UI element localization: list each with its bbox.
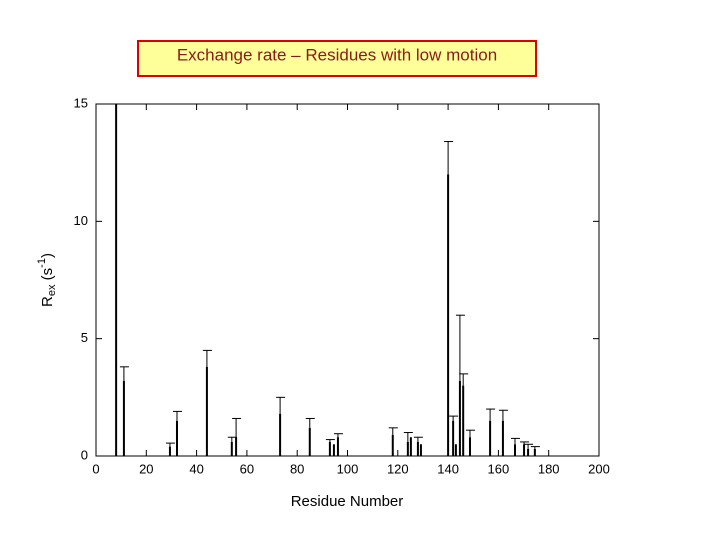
bar <box>391 434 394 456</box>
error-bar <box>276 396 286 414</box>
error-bar <box>232 417 242 438</box>
error-bar <box>325 439 335 442</box>
bar <box>336 437 339 456</box>
bar <box>454 444 457 456</box>
bar <box>175 420 178 456</box>
error-bar <box>459 373 469 386</box>
y-tick-label: 0 <box>81 447 88 462</box>
y-label-part: (s <box>39 268 56 285</box>
bar <box>230 441 233 456</box>
x-tick-label: 140 <box>437 461 459 476</box>
y-label-part: ) <box>39 253 56 258</box>
error-bar <box>172 410 182 421</box>
y-label-part: R <box>39 296 56 307</box>
bar <box>533 448 536 456</box>
error-bar <box>413 436 423 442</box>
error-bar <box>449 415 459 421</box>
error-bar <box>530 446 540 449</box>
error-bar <box>455 314 465 381</box>
bar <box>458 380 461 456</box>
chart-title: Exchange rate – Residues with low motion <box>177 45 497 64</box>
y-tick-label: 15 <box>74 95 88 110</box>
bar <box>447 174 450 456</box>
error-bar <box>403 432 413 442</box>
error-bar <box>465 429 475 438</box>
y-label-part: ex <box>46 284 58 296</box>
x-axis-label: Residue Number <box>291 493 404 510</box>
bar <box>527 448 530 456</box>
bar <box>308 427 311 456</box>
bar <box>468 437 471 456</box>
plot-frame <box>95 103 600 457</box>
error-bar <box>305 417 315 428</box>
error-bar <box>388 427 398 435</box>
error-bar <box>486 408 496 421</box>
x-tick-label: 40 <box>189 461 203 476</box>
error-bar <box>510 437 520 445</box>
error-bar <box>498 409 508 421</box>
bar <box>235 437 238 456</box>
x-tick-label: 0 <box>92 461 99 476</box>
x-tick-label: 80 <box>290 461 304 476</box>
error-bar <box>524 443 534 449</box>
error-bar <box>119 366 129 381</box>
y-label-part: -1 <box>36 258 48 268</box>
bar <box>279 413 282 456</box>
bar <box>406 441 409 456</box>
y-axis-label: Rex (s-1) <box>36 253 58 307</box>
bar <box>168 446 171 456</box>
x-tick-label: 100 <box>337 461 359 476</box>
bar <box>523 444 526 456</box>
error-bar <box>165 442 175 447</box>
bar <box>328 441 331 456</box>
bar <box>513 444 516 456</box>
error-bar <box>520 441 530 445</box>
bar <box>452 420 455 456</box>
x-tick-label: 200 <box>588 461 610 476</box>
bar <box>419 444 422 456</box>
bar <box>122 380 125 456</box>
bar <box>332 444 335 456</box>
x-tick-label: 160 <box>488 461 510 476</box>
bar <box>409 437 412 456</box>
y-tick-label: 10 <box>74 213 88 228</box>
bar <box>462 385 465 456</box>
bar <box>501 420 504 456</box>
error-bar <box>333 433 343 438</box>
x-tick-label: 20 <box>139 461 153 476</box>
bar <box>205 366 208 456</box>
y-tick-label: 5 <box>81 330 88 345</box>
error-bar <box>444 141 454 175</box>
bar <box>115 104 118 456</box>
x-tick-label: 60 <box>240 461 254 476</box>
title-box <box>137 40 537 77</box>
error-bar <box>202 349 212 367</box>
bar <box>489 420 492 456</box>
x-tick-label: 180 <box>538 461 560 476</box>
x-tick-label: 120 <box>387 461 409 476</box>
bar <box>416 441 419 456</box>
